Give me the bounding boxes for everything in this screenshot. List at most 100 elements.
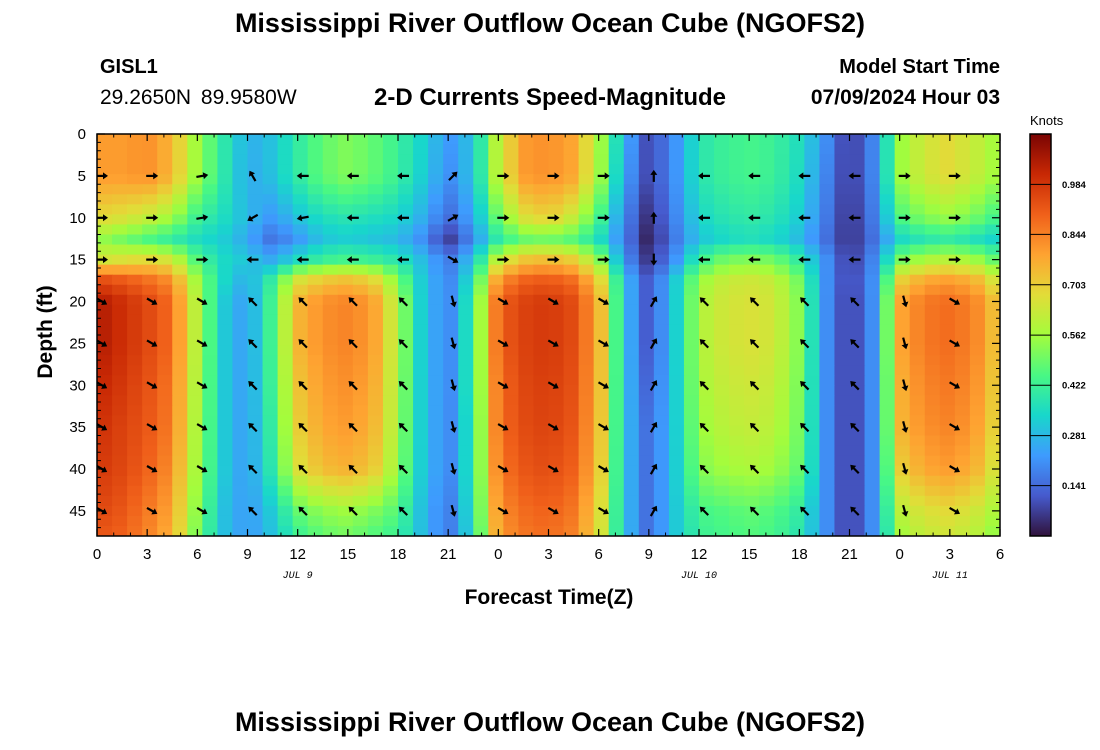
heatmap-cell	[744, 395, 760, 406]
heatmap-cell	[744, 465, 760, 477]
heatmap-cell	[398, 304, 414, 316]
heatmap-cell	[804, 375, 820, 386]
heatmap-cell	[563, 465, 580, 477]
heatmap-cell	[127, 224, 143, 236]
heatmap-cell	[337, 485, 354, 497]
heatmap-cell	[367, 314, 384, 326]
heatmap-cell	[533, 224, 550, 236]
heatmap-cell	[428, 395, 444, 406]
heatmap-cell	[969, 465, 986, 477]
heatmap-cell	[202, 154, 218, 165]
heatmap-cell	[729, 164, 745, 175]
current-vector-arrow	[196, 339, 208, 347]
heatmap-cell	[714, 455, 730, 467]
heatmap-cell	[518, 365, 535, 376]
heatmap-cell	[849, 455, 866, 467]
heatmap-cell	[939, 164, 956, 175]
heatmap-cell	[262, 264, 279, 276]
heatmap-cell	[834, 395, 851, 406]
heatmap-cell	[337, 294, 354, 306]
heatmap-cell	[307, 475, 324, 487]
heatmap-cell	[232, 445, 249, 457]
heatmap-cell	[864, 345, 881, 356]
heatmap-cell	[638, 495, 655, 507]
heatmap-cell	[954, 335, 971, 346]
heatmap-cell	[217, 294, 234, 306]
heatmap-cell	[984, 455, 1000, 467]
heatmap-cell	[232, 244, 249, 256]
heatmap-cell	[232, 485, 249, 497]
heatmap-cell	[142, 234, 158, 246]
heatmap-cell	[97, 475, 113, 487]
heatmap-cell	[187, 164, 203, 175]
heatmap-cell	[202, 224, 218, 236]
heatmap-cell	[774, 274, 790, 286]
heatmap-cell	[879, 184, 896, 195]
current-vector-arrow	[649, 463, 658, 475]
heatmap-cell	[729, 304, 745, 316]
heatmap-cell	[413, 224, 429, 236]
heatmap-cell	[714, 475, 730, 487]
heatmap-cell	[428, 415, 444, 427]
heatmap-cell	[804, 234, 820, 246]
heatmap-cell	[382, 274, 399, 286]
heatmap-cell	[232, 264, 249, 276]
heatmap-cell	[217, 485, 234, 497]
heatmap-cell	[563, 234, 580, 246]
heatmap-cell	[458, 445, 474, 457]
heatmap-cell	[488, 445, 504, 457]
heatmap-cell	[924, 435, 941, 447]
heatmap-cell	[548, 264, 565, 276]
heatmap-cell	[924, 204, 941, 215]
current-vector-arrow	[450, 337, 457, 350]
heatmap-cell	[488, 385, 504, 396]
x-tick-label: 3	[143, 546, 151, 563]
heatmap-cell	[954, 194, 971, 205]
heatmap-cell	[142, 445, 158, 457]
heatmap-cell	[277, 174, 294, 185]
heatmap-cell	[879, 314, 896, 326]
heatmap-cell	[593, 174, 610, 185]
heatmap-cell	[578, 335, 595, 346]
heatmap-cell	[864, 455, 881, 467]
heatmap-cell	[322, 154, 339, 165]
heatmap-cell	[187, 154, 203, 165]
heatmap-cell	[187, 335, 203, 346]
heatmap-cell	[322, 505, 339, 517]
heatmap-cell	[127, 214, 143, 226]
heatmap-cell	[112, 204, 128, 215]
heatmap-cell	[804, 405, 820, 416]
heatmap-cell	[729, 335, 745, 346]
heatmap-cell	[879, 515, 896, 527]
heatmap-cell	[683, 154, 700, 165]
heatmap-cell	[744, 154, 760, 165]
heatmap-cell	[488, 184, 504, 195]
heatmap-cell	[668, 294, 685, 306]
current-vector-arrow	[398, 506, 409, 516]
heatmap-cell	[473, 475, 489, 487]
heatmap-cell	[473, 144, 489, 155]
heatmap-cell	[879, 525, 896, 536]
heatmap-cell	[473, 455, 489, 467]
heatmap-cell	[187, 304, 203, 316]
heatmap-cell	[127, 435, 143, 447]
heatmap-cell	[503, 465, 519, 477]
heatmap-cell	[939, 244, 956, 256]
heatmap-cell	[458, 345, 474, 356]
heatmap-cell	[97, 385, 113, 396]
colorbar-tick-label: 0.844	[1062, 230, 1086, 241]
heatmap-cell	[894, 335, 911, 346]
heatmap-cell	[112, 395, 128, 406]
heatmap-cell	[202, 345, 218, 356]
heatmap-cell	[187, 254, 203, 266]
heatmap-cell	[819, 184, 836, 195]
heatmap-cell	[593, 144, 610, 155]
heatmap-cell	[563, 214, 580, 226]
date-label: JUL 11	[932, 571, 968, 582]
model-start-value: 07/09/2024 Hour 03	[810, 86, 1000, 109]
heatmap-cell	[292, 174, 309, 185]
heatmap-cell	[217, 184, 234, 195]
heatmap-cell	[292, 184, 309, 195]
heatmap-cell	[729, 475, 745, 487]
heatmap-cell	[277, 194, 294, 205]
